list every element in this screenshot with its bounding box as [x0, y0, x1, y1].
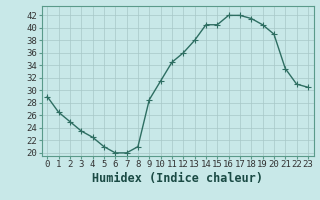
X-axis label: Humidex (Indice chaleur): Humidex (Indice chaleur) [92, 172, 263, 185]
